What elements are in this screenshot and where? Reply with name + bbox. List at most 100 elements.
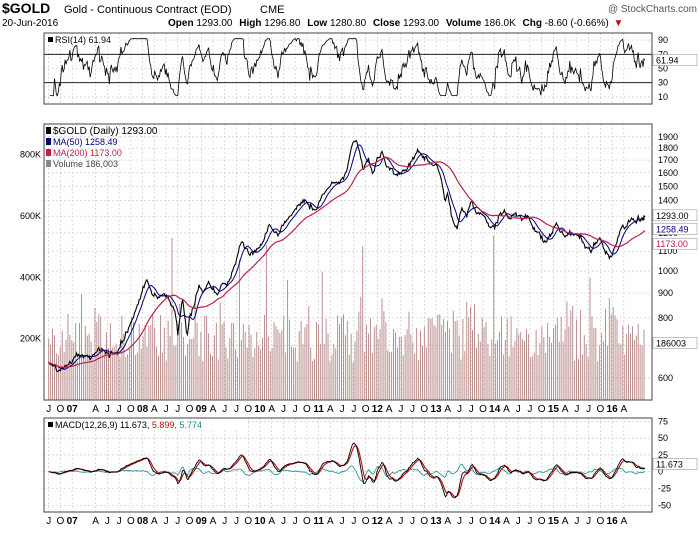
volume-bar	[464, 351, 466, 400]
volume-bar	[352, 362, 354, 400]
volume-bar	[379, 328, 381, 400]
volume-bar	[381, 298, 383, 400]
volume-bar	[448, 328, 450, 400]
volume-bar	[435, 326, 437, 400]
volume-bar	[69, 334, 71, 400]
volume-bar	[167, 320, 169, 400]
rsi-title-text: RSI(14) 61.94	[55, 35, 111, 45]
volume-bar	[262, 337, 263, 400]
x-tick-label: J	[117, 404, 122, 415]
volume-bar	[86, 335, 88, 400]
x-tick-label: A	[151, 516, 158, 527]
volume-bar	[186, 343, 188, 400]
volume-bar	[344, 335, 346, 400]
volume-bar	[576, 319, 578, 400]
volume-bar	[80, 294, 82, 400]
volume-bar	[136, 352, 138, 400]
volume-bar	[581, 354, 583, 400]
volume-bar	[140, 348, 142, 400]
ticker-symbol: $GOLD	[2, 0, 50, 16]
x-tick-label: A	[268, 404, 275, 415]
price-tick-label: 600	[658, 373, 673, 383]
volume-bar	[608, 298, 610, 400]
volume-bar	[398, 336, 400, 400]
macd-last-value-text: 11.673	[656, 459, 683, 469]
volume-bar	[514, 340, 516, 400]
volume-bar	[564, 329, 566, 400]
volume-bar	[144, 325, 146, 400]
legend-swatch-volume	[46, 160, 51, 167]
rsi-line	[49, 38, 646, 97]
volume-bar	[98, 314, 100, 400]
volume-bar	[213, 335, 215, 400]
rsi-title: RSI(14) 61.94	[46, 34, 118, 45]
volume-bar	[499, 332, 500, 400]
volume-bar	[269, 351, 271, 400]
x-tick-label: J	[398, 404, 403, 415]
x-tick-label: J	[469, 516, 474, 527]
volume-bar	[265, 244, 267, 400]
quote-line: Open 1293.00 High 1296.80 Low 1280.80 Cl…	[168, 18, 623, 29]
x-tick-label: J	[105, 516, 110, 527]
volume-bar	[502, 354, 504, 400]
volume-bar	[493, 235, 495, 400]
macd-hist-value: 5.774	[179, 420, 202, 430]
x-axis-labels-top: J O 07 A J J O 08 A J J O 09 A J J O 10 A J J O 11 A J J O 12 A J J O 13…	[46, 404, 627, 415]
volume-bar	[212, 356, 213, 400]
volume-bar	[479, 341, 481, 400]
volume-bar	[341, 317, 342, 400]
rsi-title-bg	[46, 34, 118, 45]
volume-bar	[229, 338, 231, 400]
volume-bar	[275, 326, 277, 400]
volume-bar	[198, 356, 200, 400]
volume-bar	[171, 237, 173, 400]
volume-bar	[574, 360, 576, 400]
volume-bar	[154, 327, 156, 400]
macd-tick-label: -25	[658, 484, 671, 494]
volume-bar	[527, 334, 529, 400]
x-tick-label: 13	[430, 404, 442, 415]
volume-bar	[633, 339, 635, 400]
volume-bar	[204, 315, 206, 400]
volume-bar	[427, 318, 429, 400]
x-tick-label: 10	[254, 404, 266, 415]
volume-bar	[200, 331, 202, 400]
volume-bar	[54, 335, 55, 400]
volume-bar	[606, 345, 608, 400]
volume-bar	[477, 334, 479, 400]
x-tick-label: J	[398, 516, 403, 527]
volume-bar	[520, 332, 522, 400]
volume-bar	[242, 323, 244, 400]
volume-bar	[524, 340, 525, 400]
volume-bar	[267, 336, 269, 400]
volume-bar	[175, 345, 177, 400]
volume-bar	[552, 328, 554, 400]
price-last-value-box	[652, 209, 698, 222]
volume-bar	[337, 315, 339, 400]
volume-bar	[541, 326, 543, 400]
volume-bar	[410, 334, 412, 400]
x-tick-label: O	[57, 516, 65, 527]
chg-value: -8.60 (-0.66%)	[545, 18, 609, 29]
volume-bar	[579, 310, 581, 400]
rsi-tick-label: 10	[658, 92, 668, 102]
x-tick-label: J	[410, 516, 415, 527]
rsi-last-value-box	[652, 54, 698, 66]
x-tick-label: J	[457, 516, 462, 527]
volume-bar	[358, 311, 360, 400]
volume-bar	[418, 359, 420, 400]
volume-bar	[554, 324, 556, 400]
volume-bar	[119, 357, 121, 400]
volume-bar	[583, 335, 585, 400]
x-tick-label: O	[244, 404, 252, 415]
volume-bar	[587, 357, 589, 400]
volume-bar	[537, 355, 539, 400]
x-tick-label: A	[327, 516, 334, 527]
x-tick-label: O	[420, 516, 428, 527]
x-tick-label: O	[479, 404, 487, 415]
price-line	[48, 139, 646, 373]
volume-bar	[131, 316, 132, 400]
volume-bar	[491, 339, 493, 400]
